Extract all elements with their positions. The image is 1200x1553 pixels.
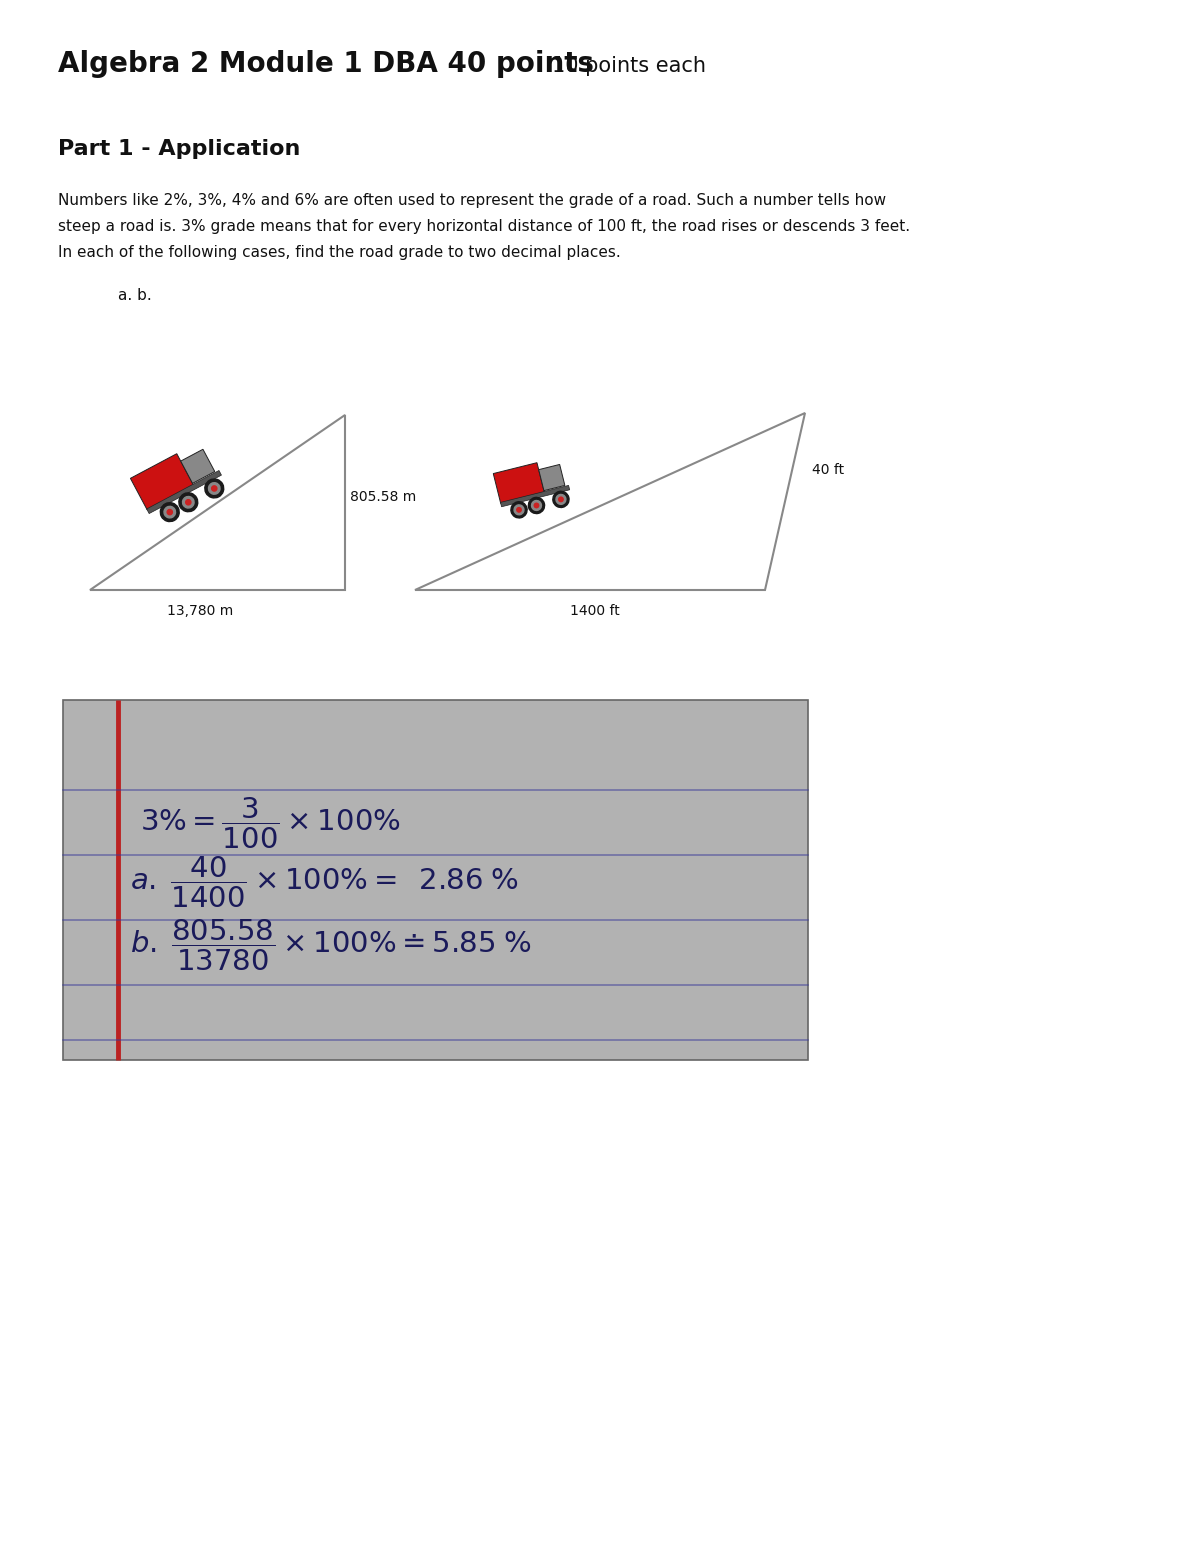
Text: Algebra 2 Module 1 DBA 40 points: Algebra 2 Module 1 DBA 40 points [58,50,604,78]
Bar [131,453,193,509]
Text: steep a road is. 3% grade means that for every horizontal distance of 100 ft, th: steep a road is. 3% grade means that for… [58,219,910,235]
Text: 13,780 m: 13,780 m [167,604,233,618]
Circle shape [164,506,175,517]
Bar [500,486,570,506]
Bar [181,449,215,483]
Text: $b.\;\dfrac{805.58}{13780} \times 100\% \doteq 5.85\;\%$: $b.\;\dfrac{805.58}{13780} \times 100\% … [130,918,532,972]
Text: a. b.: a. b. [118,287,151,303]
Circle shape [161,503,179,522]
Bar [64,700,808,1061]
Bar [493,463,545,503]
Circle shape [211,486,217,491]
Text: In each of the following cases, find the road grade to two decimal places.: In each of the following cases, find the… [58,245,620,259]
Circle shape [556,494,566,505]
Bar [539,464,565,491]
Circle shape [182,497,194,508]
Circle shape [517,508,521,512]
Circle shape [511,502,527,519]
Circle shape [209,483,220,494]
Text: 10 points each: 10 points each [552,56,706,76]
Text: 805.58 m: 805.58 m [350,491,416,505]
Text: 1400 ft: 1400 ft [570,604,620,618]
Text: $3\% = \dfrac{3}{100} \times 100\%$: $3\% = \dfrac{3}{100} \times 100\%$ [140,795,401,851]
Circle shape [559,497,563,502]
Circle shape [514,505,524,514]
Text: Numbers like 2%, 3%, 4% and 6% are often used to represent the grade of a road. : Numbers like 2%, 3%, 4% and 6% are often… [58,193,886,208]
Circle shape [528,497,545,514]
Text: 40 ft: 40 ft [812,463,844,477]
Circle shape [205,478,223,499]
Text: Part 1 - Application: Part 1 - Application [58,140,300,158]
Circle shape [179,492,198,511]
Circle shape [167,509,173,514]
Circle shape [532,500,541,511]
Text: $a.\;\dfrac{40}{1400} \times 100\% = \;\;2.86\;\%$: $a.\;\dfrac{40}{1400} \times 100\% = \;\… [130,854,520,910]
Circle shape [553,491,569,508]
Circle shape [186,500,191,505]
Circle shape [534,503,539,508]
Bar [146,471,222,514]
